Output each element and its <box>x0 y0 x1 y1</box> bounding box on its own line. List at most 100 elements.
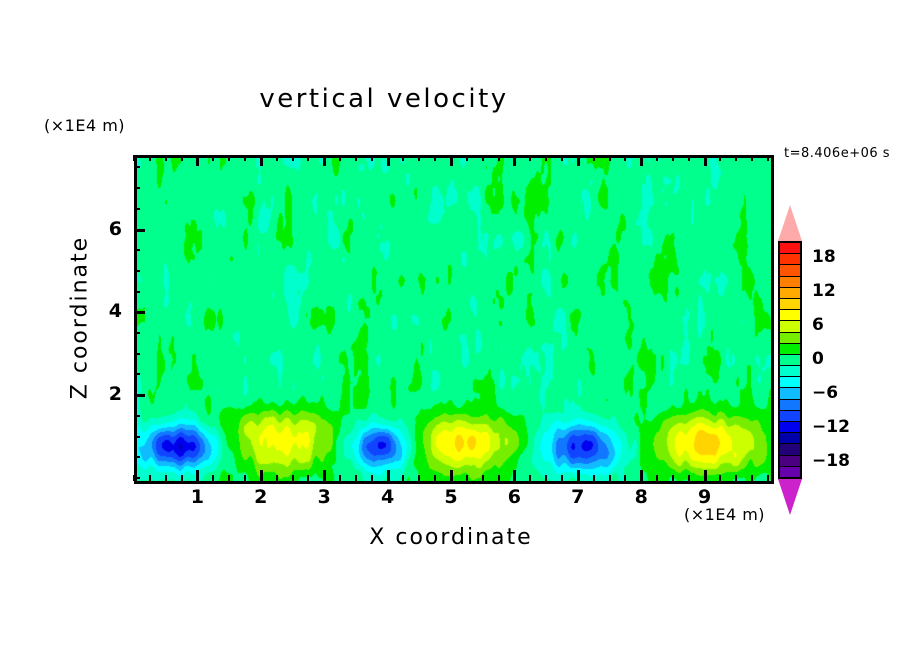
x-tick-label: 5 <box>444 486 458 508</box>
x-tick-label: 7 <box>571 486 585 508</box>
y-tick-label: 4 <box>108 300 122 323</box>
timestamp-annotation: t=8.406e+06 s <box>784 146 891 161</box>
x-tick-major <box>576 470 580 481</box>
y-tick-minor <box>134 352 140 355</box>
x-tick-minor <box>592 475 595 481</box>
colorbar-cap-top-icon <box>778 205 802 241</box>
x-tick-minor <box>434 475 437 481</box>
colorbar-bands <box>778 241 802 479</box>
x-tick-minor <box>180 475 183 481</box>
x-axis-title: X coordinate <box>369 525 533 550</box>
x-tick-minor-top <box>180 155 183 161</box>
colorbar-band <box>780 410 800 422</box>
y-tick-minor <box>134 207 140 210</box>
x-tick-minor <box>339 475 342 481</box>
x-tick-minor-top <box>735 155 738 161</box>
x-tick-minor <box>687 475 690 481</box>
x-tick-minor-top <box>751 155 754 161</box>
x-tick-minor <box>529 475 532 481</box>
colorbar-band <box>780 377 800 389</box>
x-tick-minor <box>164 475 167 481</box>
colorbar-band <box>780 399 800 411</box>
contour-plot-area <box>134 155 774 484</box>
colorbar-band <box>780 287 800 299</box>
x-tick-minor-top <box>418 155 421 161</box>
colorbar-band <box>780 298 800 311</box>
x-tick-minor-top <box>545 155 548 161</box>
x-tick-major <box>196 470 200 481</box>
colorbar-band <box>780 321 800 333</box>
x-tick-major-top <box>703 155 707 166</box>
x-tick-label: 8 <box>634 486 648 508</box>
x-tick-major-top <box>576 155 580 166</box>
colorbar-tick-label: −6 <box>812 383 839 403</box>
x-axis-unit-label: (×1E4 m) <box>684 505 766 524</box>
y-tick-label: 2 <box>108 383 122 406</box>
x-tick-minor <box>481 475 484 481</box>
x-tick-minor <box>497 475 500 481</box>
colorbar-band <box>780 343 800 355</box>
y-tick-minor <box>134 435 140 438</box>
colorbar-band <box>780 243 800 255</box>
y-tick-minor <box>134 373 140 376</box>
colorbar-band <box>780 265 800 277</box>
x-tick-minor <box>671 475 674 481</box>
x-tick-major <box>513 470 517 481</box>
x-tick-minor-top <box>228 155 231 161</box>
x-tick-minor-top <box>243 155 246 161</box>
x-tick-minor-top <box>354 155 357 161</box>
x-tick-minor-top <box>560 155 563 161</box>
x-tick-major <box>703 470 707 481</box>
y-tick-major <box>134 228 145 232</box>
y-tick-minor <box>134 249 140 252</box>
x-tick-minor-top <box>164 155 167 161</box>
colorbar-band <box>780 254 800 266</box>
x-tick-major <box>323 470 327 481</box>
x-tick-major-top <box>323 155 327 166</box>
x-tick-minor-top <box>529 155 532 161</box>
y-tick-minor <box>134 456 140 459</box>
x-tick-minor-top <box>481 155 484 161</box>
x-tick-minor <box>148 475 151 481</box>
y-tick-major <box>134 394 145 398</box>
y-tick-minor <box>134 187 140 190</box>
x-tick-major <box>259 470 263 481</box>
x-tick-minor-top <box>370 155 373 161</box>
x-tick-minor-top <box>497 155 500 161</box>
colorbar-band <box>780 455 800 467</box>
x-tick-minor <box>735 475 738 481</box>
x-tick-minor <box>243 475 246 481</box>
x-tick-minor-top <box>291 155 294 161</box>
contour-field-canvas <box>137 158 771 481</box>
y-tick-minor <box>134 477 140 479</box>
y-tick-label: 6 <box>108 217 122 240</box>
y-tick-minor <box>134 414 140 417</box>
y-tick-minor <box>134 269 140 272</box>
colorbar-cap-bottom-icon <box>778 479 802 515</box>
colorbar-tick-label: 12 <box>812 281 836 301</box>
x-tick-minor <box>656 475 659 481</box>
x-tick-major <box>386 470 390 481</box>
x-tick-minor <box>354 475 357 481</box>
x-tick-minor-top <box>434 155 437 161</box>
y-tick-minor <box>134 166 140 169</box>
x-tick-minor <box>291 475 294 481</box>
x-tick-label: 9 <box>697 486 712 508</box>
x-tick-minor-top <box>465 155 468 161</box>
colorbar-band <box>780 310 800 322</box>
colorbar-tick-label: 0 <box>812 349 824 369</box>
x-tick-minor-top <box>148 155 151 161</box>
x-tick-minor <box>751 475 754 481</box>
x-tick-minor <box>767 475 769 481</box>
y-tick-minor <box>134 290 140 293</box>
colorbar-band <box>780 332 800 344</box>
x-tick-major <box>450 470 453 481</box>
colorbar-band <box>780 388 800 400</box>
x-tick-major-top <box>259 155 263 166</box>
colorbar-band <box>780 433 800 445</box>
x-tick-minor-top <box>624 155 627 161</box>
y-tick-minor <box>134 332 140 335</box>
x-tick-minor-top <box>133 155 135 161</box>
x-tick-label: 6 <box>507 486 521 508</box>
x-tick-minor-top <box>719 155 722 161</box>
